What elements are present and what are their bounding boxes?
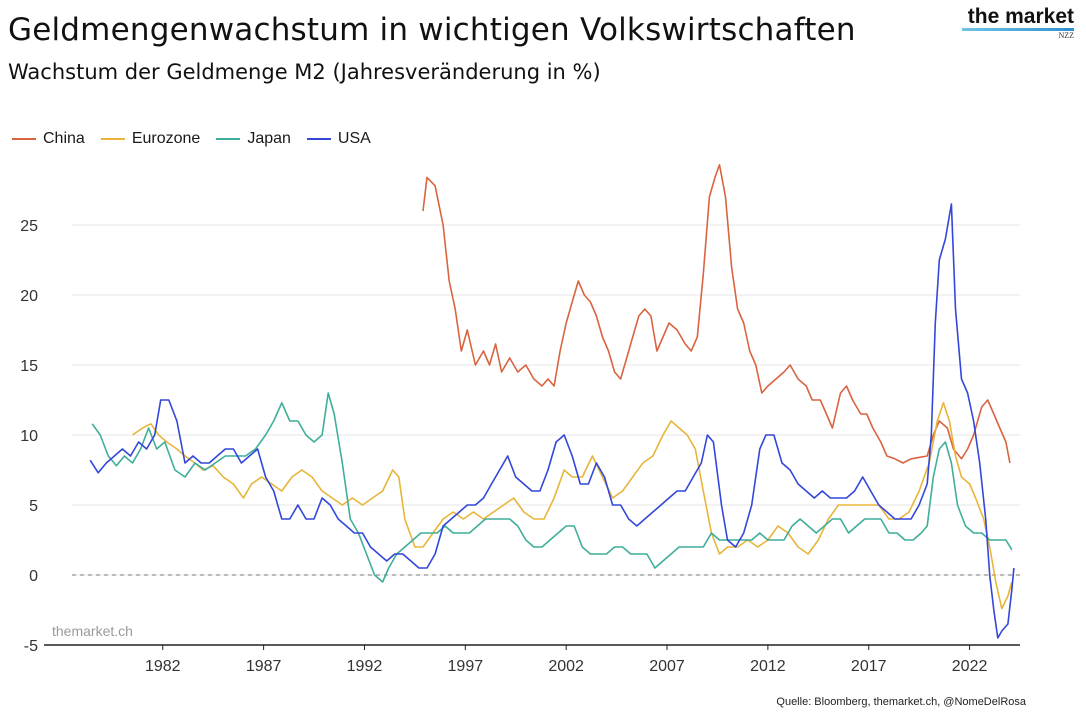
x-tick-label: 2007 (649, 658, 685, 675)
source-note: Quelle: Bloomberg, themarket.ch, @NomeDe… (776, 696, 1026, 708)
x-tick-label: 2022 (952, 658, 988, 675)
legend-swatch-eurozone (100, 138, 125, 140)
series-line-usa (89, 203, 1015, 639)
legend-swatch-japan (216, 138, 241, 140)
brand-sub: NZZ (1058, 31, 1074, 40)
x-tick-label: 1982 (145, 658, 181, 675)
legend-item-china: China (12, 130, 85, 148)
x-tick-label: 1997 (448, 658, 484, 675)
y-tick-label: 10 (20, 428, 38, 445)
y-tick-label: 20 (20, 288, 38, 305)
x-tick-label: 2012 (750, 658, 786, 675)
y-tick-label: 15 (20, 358, 38, 375)
legend-label-china: China (43, 130, 85, 147)
chart-title: Geldmengenwachstum in wichtigen Volkswir… (8, 12, 856, 48)
x-tick-label: 2002 (548, 658, 584, 675)
legend-label-usa: USA (337, 130, 371, 147)
x-tick-label: 1987 (246, 658, 282, 675)
legend-swatch-usa (306, 138, 331, 140)
legend-item-usa: USA (306, 130, 371, 148)
y-tick-label: 0 (29, 568, 38, 585)
series-line-japan (91, 392, 1013, 583)
chart-legend: China Eurozone Japan USA (12, 130, 371, 148)
watermark: themarket.ch (52, 623, 133, 639)
chart-subtitle: Wachstum der Geldmenge M2 (Jahresverände… (8, 60, 601, 84)
legend-label-japan: Japan (247, 130, 291, 147)
x-tick-label: 2017 (851, 658, 887, 675)
legend-swatch-china (12, 138, 36, 140)
brand-name: the market (967, 5, 1074, 28)
legend-label-eurozone: Eurozone (131, 130, 201, 147)
brand-underline (962, 28, 1074, 31)
y-tick-label: -5 (24, 638, 38, 655)
y-tick-label: 25 (20, 218, 38, 235)
brand-logo: the market NZZ (962, 6, 1074, 41)
series-line-china (422, 164, 1011, 464)
y-tick-label: 5 (29, 498, 38, 515)
legend-item-japan: Japan (216, 130, 291, 148)
legend-item-eurozone: Eurozone (100, 130, 201, 148)
x-tick-label: 1992 (347, 658, 383, 675)
